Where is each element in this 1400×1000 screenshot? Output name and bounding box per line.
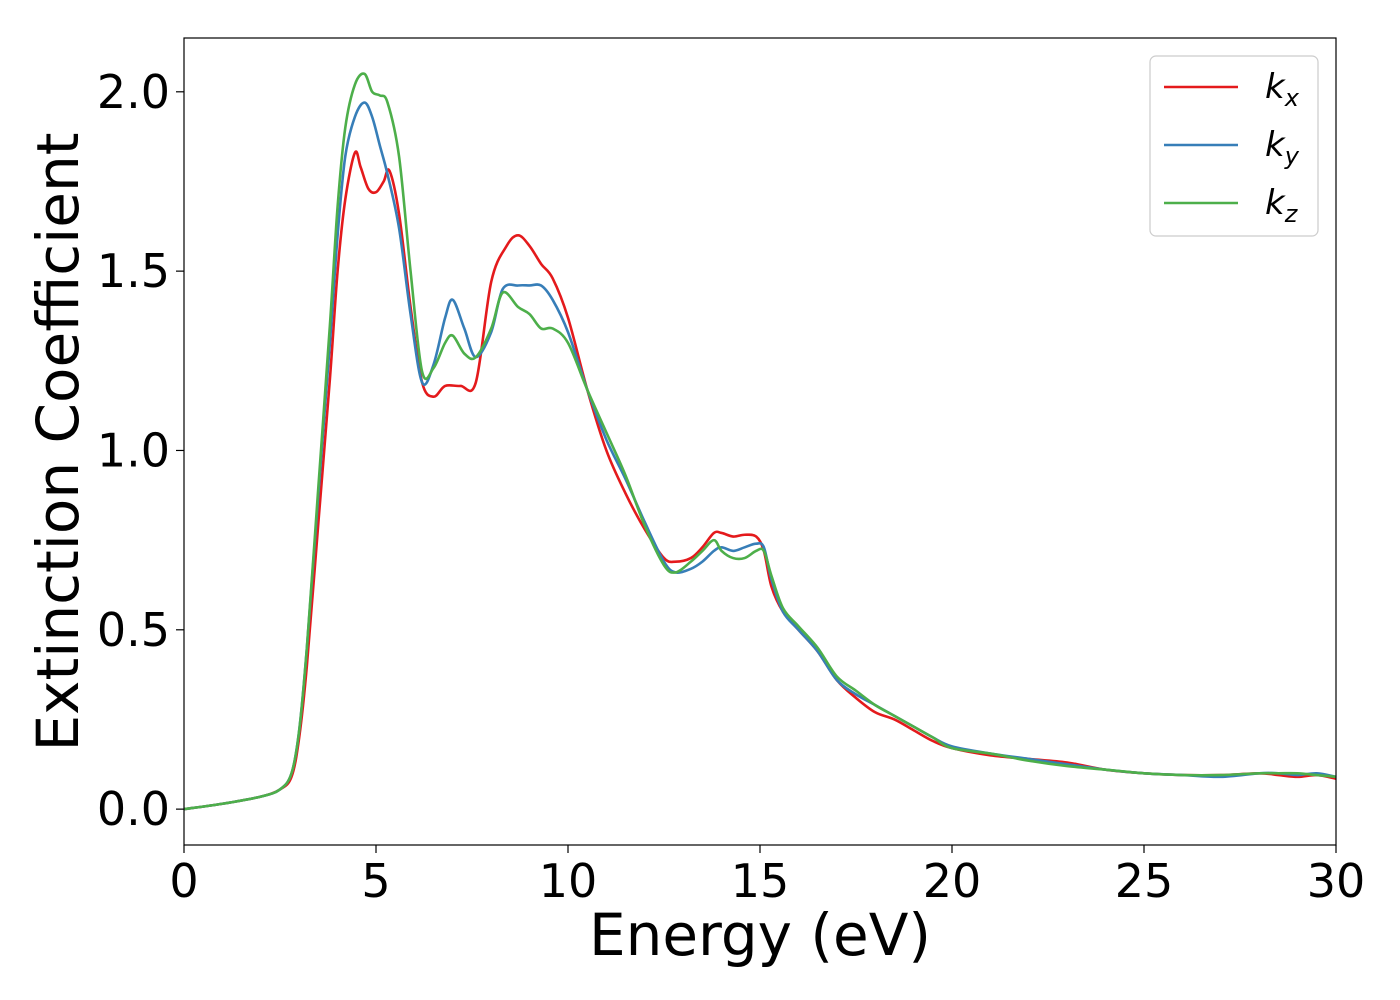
- y-tick-label: 1.5: [97, 244, 170, 298]
- x-tick-label: 5: [361, 854, 390, 908]
- legend-items: kx ky kz: [1164, 67, 1300, 228]
- x-axis: 0 5 10 15 20 25 30: [169, 845, 1365, 908]
- legend: kx ky kz: [1149, 55, 1319, 237]
- x-tick-label: 25: [1115, 854, 1174, 908]
- y-tick-label: 2.0: [97, 65, 170, 119]
- x-tick-label: 0: [169, 854, 198, 908]
- y-axis-label: Extinction Coefficient: [24, 133, 92, 752]
- x-axis-label: Energy (eV): [589, 901, 931, 969]
- series-layer: [183, 72, 1337, 811]
- legend-label-kx: kx: [1265, 67, 1300, 112]
- series-line-kz: [183, 72, 1337, 811]
- y-tick-label: 1.0: [97, 423, 170, 477]
- x-tick-label: 30: [1307, 854, 1366, 908]
- x-tick-label: 20: [923, 854, 982, 908]
- y-tick-label: 0.5: [97, 603, 170, 657]
- series-line-kx: [183, 150, 1337, 811]
- x-tick-label: 10: [539, 854, 598, 908]
- x-tick-label: 15: [731, 854, 790, 908]
- legend-label-kz: kz: [1265, 183, 1299, 228]
- y-axis: 0.0 0.5 1.0 1.5 2.0: [97, 65, 184, 836]
- y-tick-label: 0.0: [97, 782, 170, 836]
- legend-label-ky: ky: [1265, 125, 1300, 170]
